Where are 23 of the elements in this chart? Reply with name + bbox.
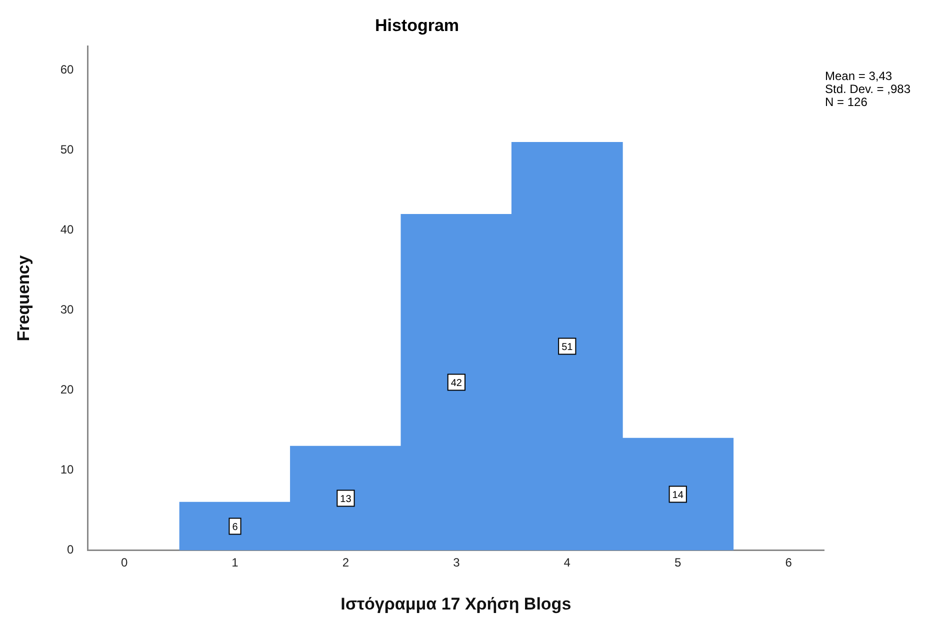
- x-axis-title: Ιστόγραμμα 17 Χρήση Blogs: [340, 594, 572, 614]
- x-tick-label: 0: [120, 556, 128, 570]
- data-label: 51: [562, 342, 574, 354]
- text: Mean = 3,43 Std. Dev. = ,983 N = 126: [825, 69, 910, 109]
- y-tick-label: 0: [67, 542, 74, 557]
- data-label: 42: [450, 378, 462, 390]
- data-label: 6: [232, 522, 238, 533]
- data-label: 13: [340, 494, 352, 505]
- y-tick-label: 30: [60, 302, 74, 317]
- data-label: 14: [672, 490, 684, 501]
- chart-title: Histogram: [374, 16, 460, 35]
- y-tick-label: 50: [60, 142, 74, 157]
- y-tick-label: 60: [60, 62, 74, 77]
- y-tick-label: 40: [60, 222, 74, 237]
- x-tick-label: 1: [232, 556, 239, 570]
- x-tick-label: 3: [453, 556, 460, 570]
- x-tick-label: 2: [342, 556, 350, 570]
- y-tick-label: 10: [60, 462, 74, 477]
- x-tick-label: 4: [564, 556, 571, 570]
- y-tick-label: 20: [60, 382, 74, 397]
- x-tick-label: 6: [785, 556, 792, 570]
- x-tick-label: 5: [674, 556, 682, 570]
- y-axis-title: Frequency: [14, 254, 33, 342]
